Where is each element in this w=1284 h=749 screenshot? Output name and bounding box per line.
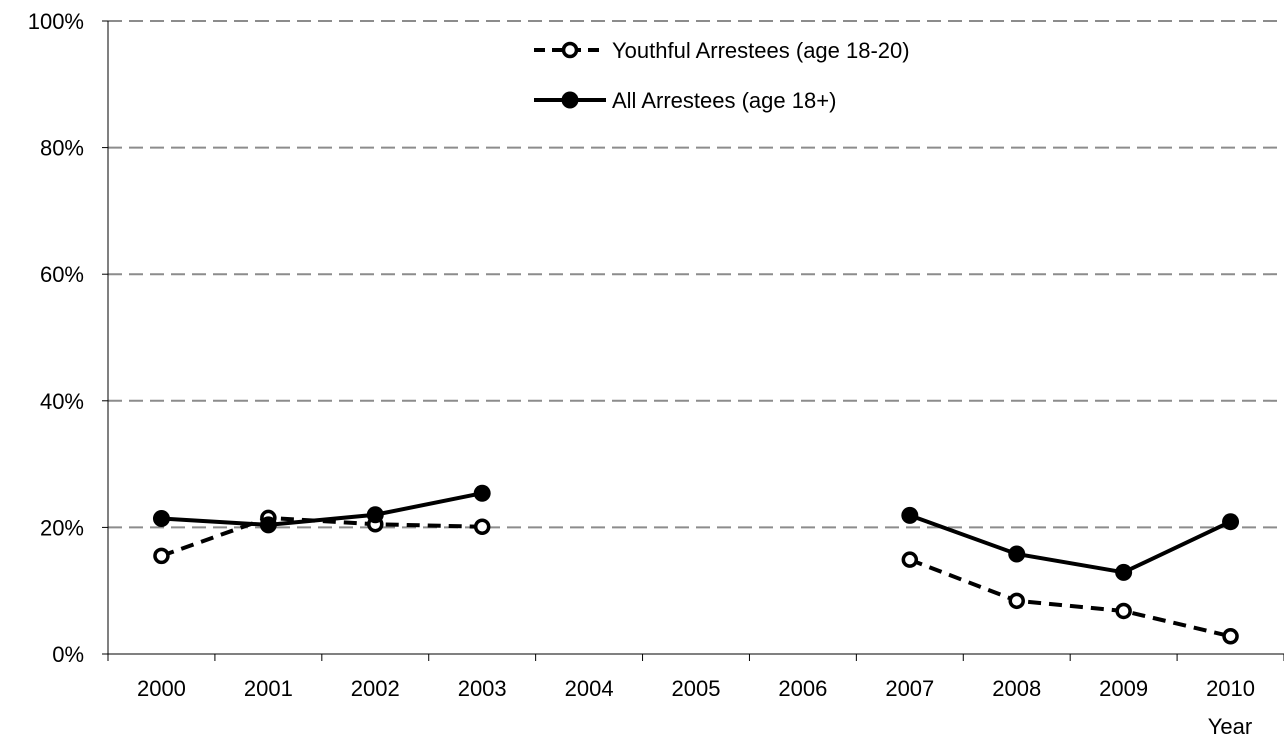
data-point bbox=[901, 506, 919, 524]
series-line bbox=[909, 557, 1232, 639]
data-point bbox=[1222, 513, 1240, 531]
x-tick-label: 2002 bbox=[351, 676, 400, 701]
axes bbox=[107, 21, 1284, 655]
data-point bbox=[366, 506, 384, 524]
data-point bbox=[259, 516, 277, 534]
data-point bbox=[901, 551, 919, 568]
x-tick-label: 2005 bbox=[672, 676, 721, 701]
x-tick-label: 2008 bbox=[992, 676, 1041, 701]
legend: Youthful Arrestees (age 18-20) All Arrest… bbox=[534, 38, 910, 113]
data-point bbox=[1008, 592, 1025, 610]
data-point bbox=[1222, 628, 1239, 645]
x-tick-label: 2003 bbox=[458, 676, 507, 701]
data-point bbox=[473, 518, 491, 536]
x-tick-label: 2009 bbox=[1099, 676, 1148, 701]
y-tick-label: 0% bbox=[52, 642, 84, 667]
x-axis-ticks: 2000 2001 2002 2003 2004 2005 2006 2007 2008 2009… bbox=[107, 654, 1284, 701]
series-all-arrestees bbox=[152, 484, 1240, 581]
x-axis-label: Year bbox=[1208, 714, 1252, 739]
x-tick-label: 2010 bbox=[1206, 676, 1255, 701]
legend-marker bbox=[561, 91, 579, 109]
x-tick-label: 2006 bbox=[778, 676, 827, 701]
series-line bbox=[160, 515, 483, 558]
y-axis-ticks: 0% 20% 40% 60% 80% 100% bbox=[28, 9, 108, 667]
data-point bbox=[1008, 545, 1026, 563]
data-point bbox=[152, 510, 170, 528]
gridlines bbox=[108, 20, 1284, 529]
x-tick-label: 2001 bbox=[244, 676, 293, 701]
data-point bbox=[1115, 563, 1133, 581]
x-tick-label: 2007 bbox=[885, 676, 934, 701]
series-line bbox=[909, 513, 1232, 575]
series-youthful-arrestees bbox=[153, 509, 1239, 645]
x-tick-label: 2004 bbox=[565, 676, 614, 701]
y-tick-label: 60% bbox=[40, 262, 84, 287]
legend-label: All Arrestees (age 18+) bbox=[612, 88, 836, 113]
y-tick-label: 100% bbox=[28, 9, 84, 34]
y-tick-label: 20% bbox=[40, 515, 84, 540]
legend-label: Youthful Arrestees (age 18-20) bbox=[612, 38, 910, 63]
legend-item: Youthful Arrestees (age 18-20) bbox=[534, 38, 910, 63]
x-tick-label: 2000 bbox=[137, 676, 186, 701]
data-point bbox=[153, 547, 170, 565]
data-point bbox=[473, 484, 491, 502]
y-tick-label: 80% bbox=[40, 136, 84, 161]
legend-marker bbox=[561, 41, 579, 59]
series-group bbox=[152, 484, 1240, 645]
y-tick-label: 40% bbox=[40, 389, 84, 414]
series-line bbox=[161, 491, 483, 527]
data-point bbox=[1115, 602, 1132, 620]
legend-item: All Arrestees (age 18+) bbox=[534, 88, 836, 113]
